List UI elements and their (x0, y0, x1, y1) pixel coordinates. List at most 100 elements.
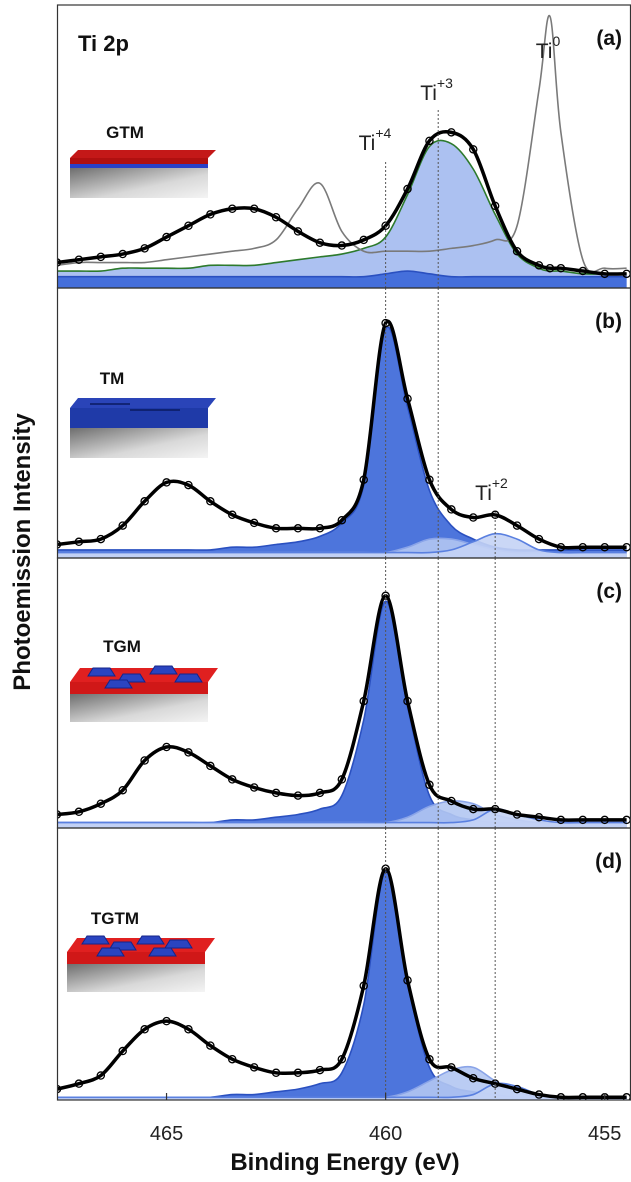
data-point (206, 761, 215, 771)
chart-title: Ti 2p (78, 31, 129, 56)
data-point (96, 799, 106, 808)
data-point (249, 204, 259, 214)
annotation-superscript: +2 (492, 475, 508, 491)
peak-annotation: Ti+3 (420, 75, 453, 105)
panel (57, 591, 631, 828)
reference-line (57, 14, 627, 273)
inset-top (70, 398, 216, 408)
data-trace (57, 594, 627, 822)
annotation-superscript: 0 (552, 33, 560, 49)
data-point (271, 524, 281, 533)
data-point (447, 796, 456, 806)
data-point (293, 227, 303, 236)
panel-label: (c) (596, 580, 622, 603)
data-point (403, 976, 412, 985)
inset-layer (70, 164, 208, 168)
data-point (206, 210, 215, 219)
data-point (469, 804, 478, 814)
data-point (337, 241, 347, 250)
data-point (249, 518, 259, 528)
sample-inset (70, 398, 216, 458)
data-point (534, 534, 544, 544)
data-point (469, 513, 478, 522)
data-trace (57, 319, 627, 550)
annotation-text: Ti (359, 132, 376, 155)
panel (57, 318, 631, 558)
data-point (337, 775, 347, 784)
data-point (206, 1041, 215, 1050)
inset-island (149, 665, 178, 675)
data-point (578, 1093, 588, 1100)
data-point (315, 1065, 325, 1075)
inset-layer (70, 408, 208, 428)
component-area (57, 271, 627, 288)
inset-island (148, 947, 177, 957)
data-point (381, 318, 390, 328)
data-point (184, 480, 193, 490)
panel-label: (b) (595, 310, 622, 333)
inset-island (136, 935, 165, 945)
inset-top (70, 150, 216, 158)
data-point (96, 252, 106, 262)
data-point (447, 128, 456, 137)
data-point (359, 235, 368, 245)
component-outline (57, 532, 627, 554)
data-point (162, 478, 171, 487)
data-point (512, 1084, 522, 1094)
inset-island (81, 935, 110, 945)
data-point (512, 246, 522, 256)
inset-island (87, 667, 116, 677)
annotation-superscript: +3 (437, 75, 453, 91)
peak-annotation: Ti+2 (475, 475, 508, 505)
data-point (228, 204, 237, 214)
data-point (534, 812, 544, 822)
data-point (359, 475, 368, 484)
data-point (425, 475, 434, 484)
sample-label: TGTM (91, 909, 139, 928)
x-tick-label: 460 (369, 1123, 402, 1145)
data-point (140, 1025, 149, 1034)
data-point (293, 791, 303, 800)
data-point (162, 742, 171, 752)
data-point (512, 521, 522, 530)
data-point (96, 1071, 106, 1080)
inset-layer (70, 168, 208, 198)
sample-label: TGM (103, 637, 141, 656)
data-point (249, 783, 259, 792)
data-point (490, 510, 500, 520)
data-point (315, 788, 325, 798)
data-point (228, 510, 237, 520)
data-point (403, 394, 412, 403)
x-tick-label: 465 (150, 1123, 183, 1145)
data-point (140, 756, 149, 765)
data-point (534, 261, 544, 270)
data-point (556, 263, 566, 273)
inset-island (164, 939, 193, 949)
data-point (425, 1054, 434, 1064)
inset-island (174, 673, 203, 683)
data-point (118, 249, 127, 259)
inset-island (96, 947, 125, 957)
data-point (556, 815, 566, 825)
data-point (74, 807, 84, 817)
component-area (57, 533, 627, 558)
component-outline (57, 808, 627, 824)
inset-layer (70, 158, 208, 164)
data-point (578, 815, 588, 825)
data-point (600, 542, 609, 552)
annotation-text: Ti (420, 82, 437, 105)
data-point (184, 1025, 193, 1034)
data-point (337, 1054, 347, 1064)
inset-layer (70, 428, 208, 458)
data-point (271, 1068, 281, 1078)
inset-layer (70, 694, 208, 722)
data-point (545, 263, 555, 273)
data-point (600, 815, 609, 825)
peak-annotation: Ti+4 (359, 125, 392, 155)
data-point (162, 232, 171, 242)
data-point (556, 1093, 566, 1100)
data-point (315, 524, 325, 533)
data-point (74, 255, 84, 264)
data-point (96, 534, 106, 544)
data-point (359, 981, 368, 991)
